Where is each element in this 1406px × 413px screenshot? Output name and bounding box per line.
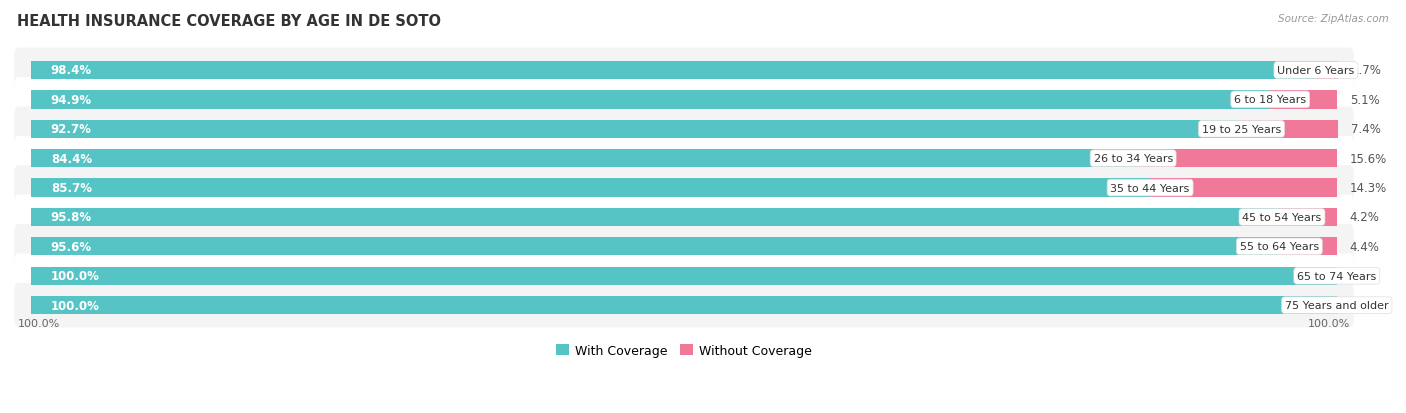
FancyBboxPatch shape [14, 107, 1354, 152]
FancyBboxPatch shape [14, 166, 1354, 210]
Text: 100.0%: 100.0% [51, 299, 100, 312]
Text: 84.4%: 84.4% [51, 152, 91, 165]
Text: 98.4%: 98.4% [51, 64, 91, 77]
Text: 0.0%: 0.0% [1350, 299, 1379, 312]
Text: 55 to 64 Years: 55 to 64 Years [1240, 242, 1319, 252]
Text: 75 Years and older: 75 Years and older [1285, 300, 1389, 311]
Text: 4.2%: 4.2% [1350, 211, 1379, 224]
Text: 45 to 54 Years: 45 to 54 Years [1243, 212, 1322, 223]
Bar [31, 267, 1337, 285]
Bar [1150, 179, 1337, 197]
Text: 4.4%: 4.4% [1350, 240, 1379, 253]
Bar [31, 120, 1241, 139]
FancyBboxPatch shape [14, 225, 1354, 269]
Text: 26 to 34 Years: 26 to 34 Years [1094, 154, 1173, 164]
FancyBboxPatch shape [14, 49, 1354, 93]
Text: 100.0%: 100.0% [51, 270, 100, 282]
Text: 94.9%: 94.9% [51, 94, 91, 107]
FancyBboxPatch shape [14, 283, 1354, 328]
Bar [1270, 91, 1337, 109]
Bar [1316, 62, 1339, 80]
Bar [31, 91, 1270, 109]
Bar [31, 208, 1282, 227]
Bar [31, 150, 1133, 168]
Text: 19 to 25 Years: 19 to 25 Years [1202, 124, 1281, 135]
Text: 6 to 18 Years: 6 to 18 Years [1234, 95, 1306, 105]
Text: 85.7%: 85.7% [51, 182, 91, 195]
Text: 14.3%: 14.3% [1350, 182, 1388, 195]
Bar [31, 297, 1337, 315]
Text: 92.7%: 92.7% [51, 123, 91, 136]
Text: 0.0%: 0.0% [1350, 270, 1379, 282]
FancyBboxPatch shape [14, 137, 1354, 181]
FancyBboxPatch shape [14, 254, 1354, 298]
Bar [1282, 208, 1337, 227]
Text: 15.6%: 15.6% [1350, 152, 1388, 165]
Text: 100.0%: 100.0% [1308, 318, 1350, 329]
Bar [1279, 237, 1337, 256]
Legend: With Coverage, Without Coverage: With Coverage, Without Coverage [551, 339, 817, 362]
Text: 65 to 74 Years: 65 to 74 Years [1298, 271, 1376, 281]
Text: 95.6%: 95.6% [51, 240, 91, 253]
Bar [31, 179, 1150, 197]
Bar [31, 237, 1279, 256]
Text: 35 to 44 Years: 35 to 44 Years [1111, 183, 1189, 193]
Text: 100.0%: 100.0% [18, 318, 60, 329]
Bar [31, 62, 1316, 80]
Text: 5.1%: 5.1% [1350, 94, 1379, 107]
Text: Under 6 Years: Under 6 Years [1277, 66, 1354, 76]
Bar [1241, 120, 1339, 139]
Bar [1133, 150, 1337, 168]
Text: 7.4%: 7.4% [1351, 123, 1381, 136]
FancyBboxPatch shape [14, 78, 1354, 122]
Text: 95.8%: 95.8% [51, 211, 91, 224]
FancyBboxPatch shape [14, 195, 1354, 240]
Text: 1.7%: 1.7% [1351, 64, 1381, 77]
Text: Source: ZipAtlas.com: Source: ZipAtlas.com [1278, 14, 1389, 24]
Text: HEALTH INSURANCE COVERAGE BY AGE IN DE SOTO: HEALTH INSURANCE COVERAGE BY AGE IN DE S… [17, 14, 441, 29]
